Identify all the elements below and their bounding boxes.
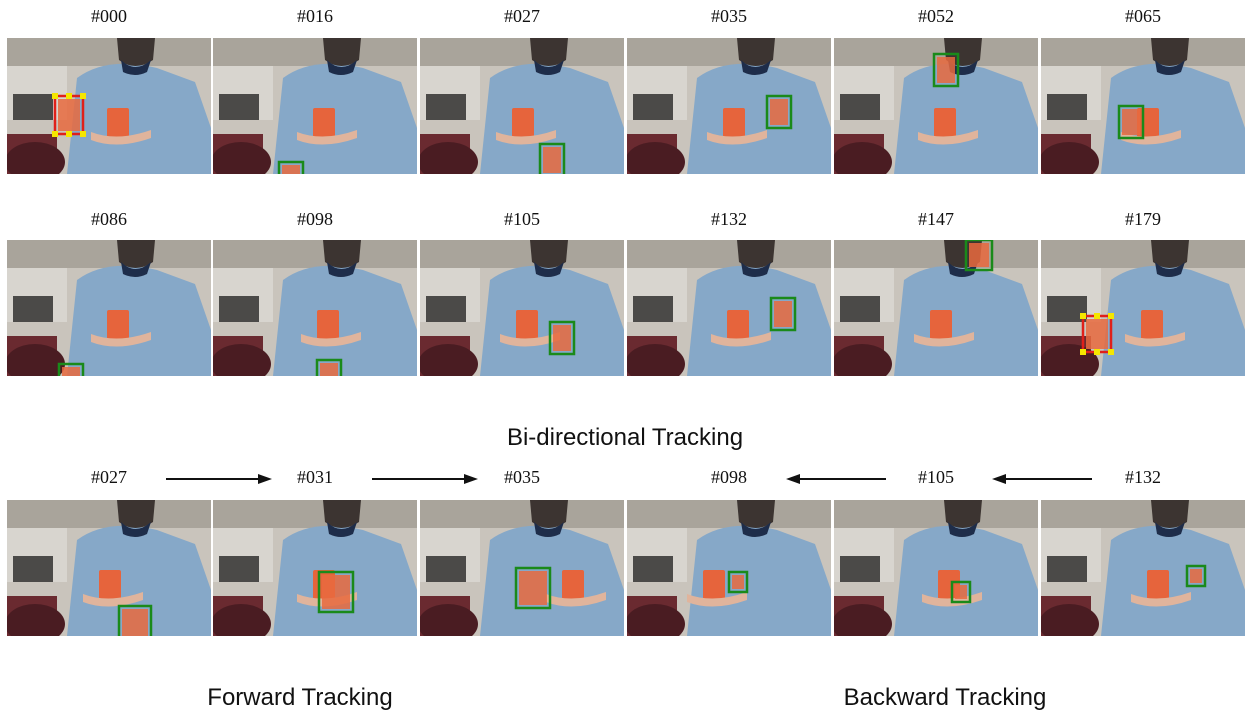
backward-arrow: [786, 474, 886, 484]
video-frame: [1041, 500, 1245, 636]
frame-label: #105: [918, 467, 954, 487]
tracked-frame: [627, 500, 831, 636]
tracked-frame: [834, 38, 1038, 174]
video-frame: [420, 38, 624, 174]
video-frame: [834, 240, 1038, 376]
video-frame: [7, 500, 211, 636]
annotated-keyframe: [1041, 240, 1245, 376]
frame-label: #132: [1125, 467, 1161, 487]
frame-label: #179: [1125, 209, 1161, 229]
annotated-keyframe: [7, 38, 211, 174]
tracked-frame: [213, 38, 417, 174]
tracked-frame: [420, 38, 624, 174]
frame-label: #098: [711, 467, 747, 487]
forward-arrow: [166, 474, 272, 484]
frame-label: #031: [297, 467, 333, 487]
video-frame: [627, 500, 831, 636]
frame-label: #098: [297, 209, 333, 229]
frame-label: #027: [91, 467, 127, 487]
tracked-frame: [627, 38, 831, 174]
frame-label: #052: [918, 6, 954, 26]
video-frame: [1041, 240, 1245, 376]
frame-label: #105: [504, 209, 540, 229]
tracked-frame: [420, 500, 624, 636]
video-frame: [213, 38, 417, 174]
tracked-frame: [7, 240, 211, 376]
forward-arrow: [372, 474, 478, 484]
tracked-frame: [1041, 500, 1245, 636]
caption-backward: Backward Tracking: [843, 684, 1047, 711]
frame-label: #027: [504, 6, 540, 26]
video-frame: [627, 240, 831, 376]
video-frame: [1041, 38, 1245, 174]
frame-label: #132: [711, 209, 747, 229]
frame-label: #147: [918, 209, 954, 229]
video-frame: [213, 240, 417, 376]
caption-forward: Forward Tracking: [207, 684, 393, 711]
video-frame: [213, 500, 417, 636]
tracked-frame: [213, 240, 417, 376]
caption-bidirectional: Bi-directional Tracking: [506, 424, 744, 451]
tracked-frame: [420, 240, 624, 376]
frame-label: #035: [504, 467, 540, 487]
tracked-frame: [7, 500, 211, 636]
video-frame: [834, 500, 1038, 636]
video-frame: [627, 38, 831, 174]
video-frame: [420, 240, 624, 376]
tracked-frame: [1041, 38, 1245, 174]
backward-arrow: [992, 474, 1092, 484]
frame-label: #086: [91, 209, 127, 229]
video-frame: [834, 38, 1038, 174]
tracked-frame: [834, 240, 1038, 376]
tracked-frame: [627, 240, 831, 376]
video-frame: [7, 240, 211, 376]
video-frame: [7, 38, 211, 174]
frame-label: #035: [711, 6, 747, 26]
video-frame: [420, 500, 624, 636]
tracked-frame: [213, 500, 417, 636]
frame-label: #065: [1125, 6, 1161, 26]
frame-label: #000: [91, 6, 127, 26]
frame-label: #016: [297, 6, 333, 26]
tracked-frame: [834, 500, 1038, 636]
